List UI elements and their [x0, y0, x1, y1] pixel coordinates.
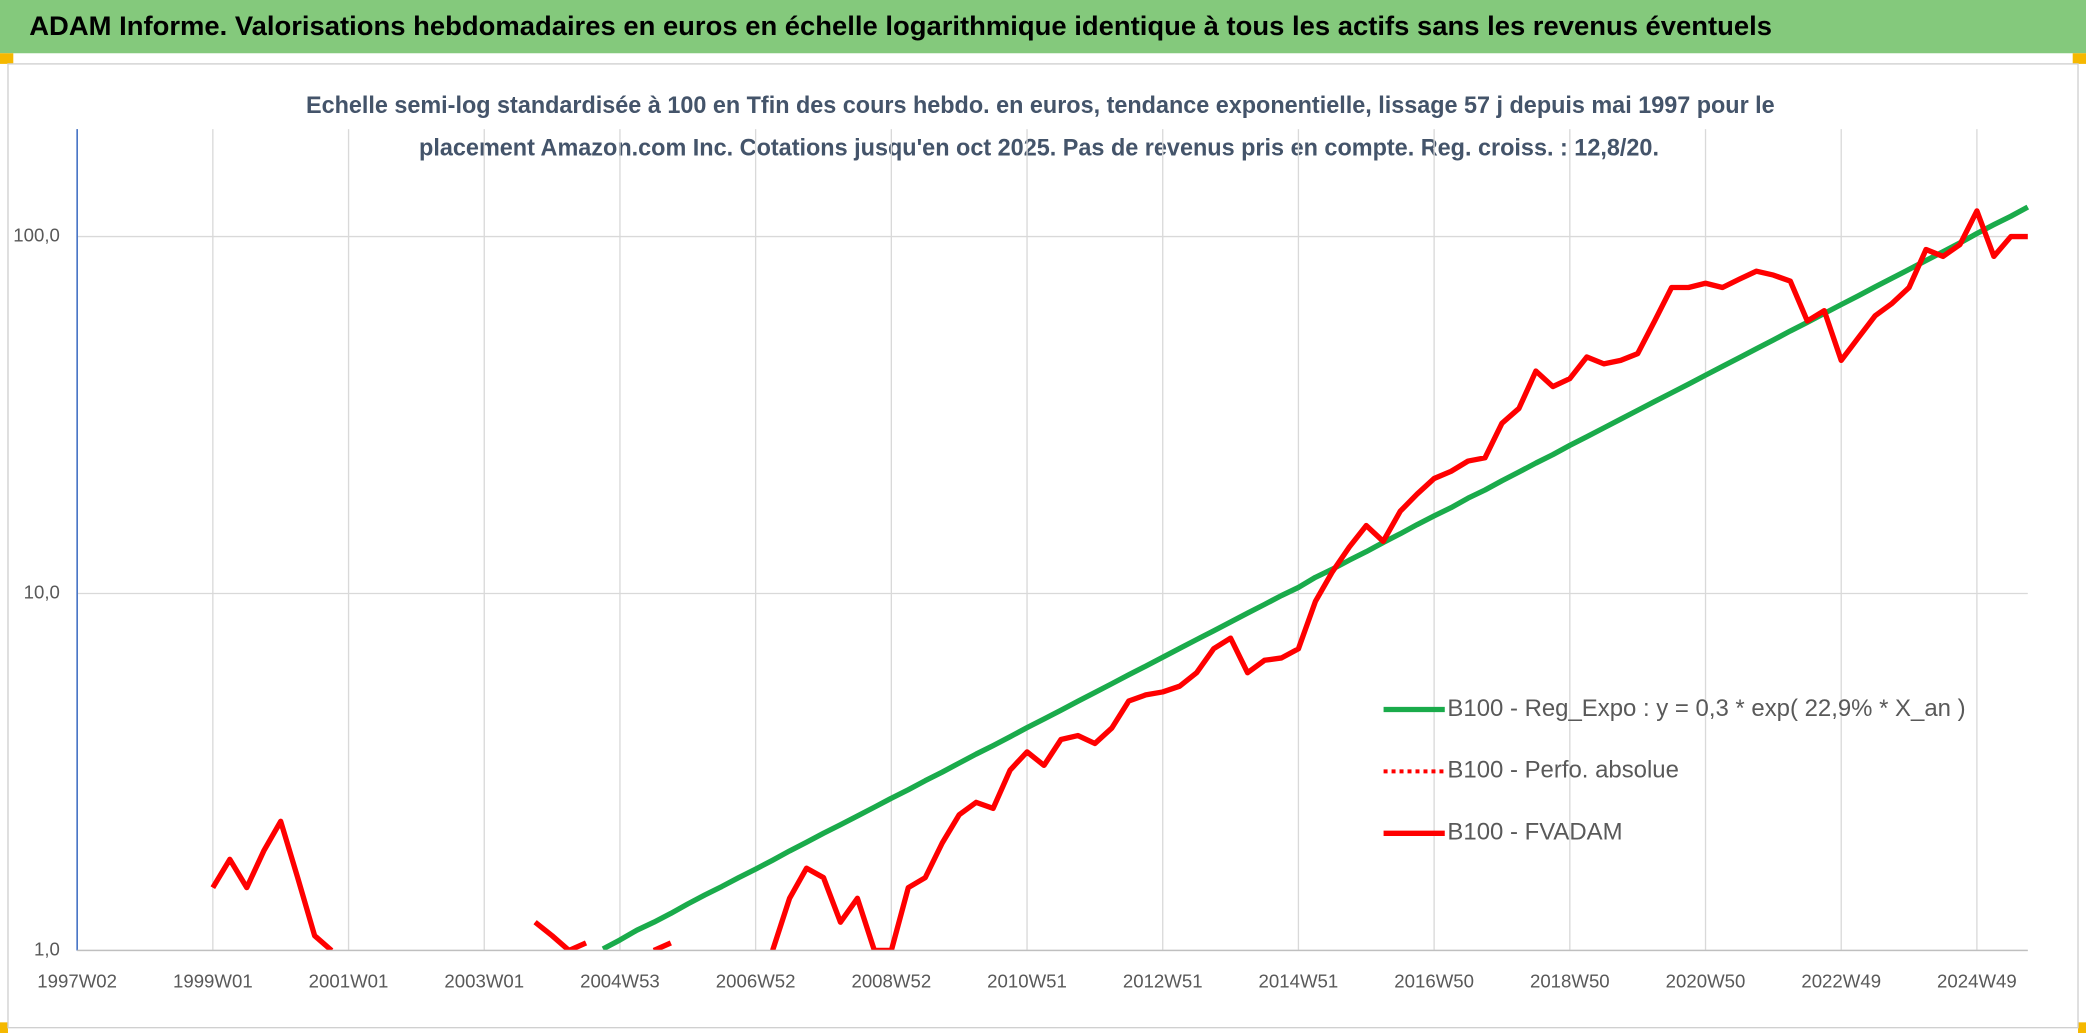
- corner-mark: [2072, 53, 2086, 64]
- y-tick-label: 100,0: [13, 224, 60, 245]
- axes: 1,0 10,0 100,0 1997W02 1999W01 2001W01 2003W01…: [13, 129, 2028, 991]
- data-line: [210, 208, 2028, 951]
- x-tick-label: 2012W51: [1123, 970, 1203, 991]
- x-tick-label: 2003W01: [444, 970, 524, 991]
- x-tick-label: 2020W50: [1666, 970, 1746, 991]
- x-tick-label: 1999W01: [173, 970, 253, 991]
- x-tick-label: 2018W50: [1530, 970, 1610, 991]
- header-bar: [0, 0, 2086, 54]
- x-tick-label: 2016W50: [1394, 970, 1474, 991]
- x-tick-label: 2001W01: [309, 970, 389, 991]
- chart-subtitle: placement Amazon.com Inc. Cotations jusq…: [419, 134, 1659, 161]
- grid: [76, 129, 2028, 952]
- legend-label: B100 - Reg_Expo : y = 0,3 * exp( 22,9% *…: [1447, 695, 1965, 722]
- chart-title: ADAM Informe. Valorisations hebdomadaire…: [29, 11, 1772, 41]
- corner-mark: [0, 1022, 8, 1033]
- plot-frame: [7, 63, 2079, 1029]
- x-tick-label: 2022W49: [1801, 970, 1881, 991]
- plot-lines: [210, 204, 2030, 951]
- x-tick-label: 2024W49: [1937, 970, 2017, 991]
- x-tick-label: 2006W52: [716, 970, 796, 991]
- corner-mark: [0, 53, 14, 64]
- y-tick-label: 1,0: [34, 938, 60, 959]
- legend-label: B100 - Perfo. absolue: [1447, 757, 1678, 784]
- x-tick-label: 2010W51: [987, 970, 1067, 991]
- y-tick-label: 10,0: [24, 581, 60, 602]
- x-tick-label: 2014W51: [1259, 970, 1339, 991]
- data-line: [601, 204, 2030, 951]
- legend: B100 - Reg_Expo : y = 0,3 * exp( 22,9% *…: [1383, 695, 1966, 846]
- chart-subtitle: Echelle semi-log standardisée à 100 en T…: [306, 92, 1775, 119]
- corner-mark: [2078, 1022, 2086, 1033]
- x-tick-label: 2004W53: [580, 970, 660, 991]
- legend-label: B100 - FVADAM: [1447, 819, 1622, 846]
- x-tick-label: 2008W52: [851, 970, 931, 991]
- x-tick-label: 1997W02: [37, 970, 117, 991]
